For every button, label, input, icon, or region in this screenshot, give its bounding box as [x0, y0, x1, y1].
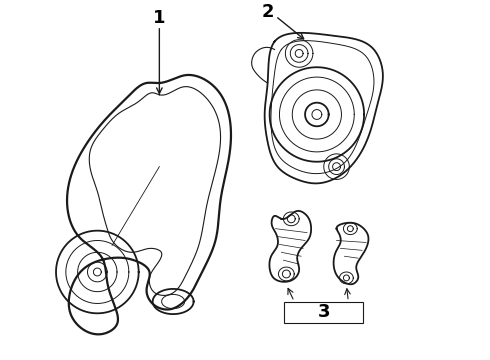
Polygon shape	[270, 211, 311, 282]
Text: 1: 1	[153, 9, 166, 27]
Bar	[284, 302, 363, 323]
Text: 3: 3	[318, 303, 330, 321]
Text: 2: 2	[261, 3, 274, 21]
Polygon shape	[334, 223, 368, 284]
